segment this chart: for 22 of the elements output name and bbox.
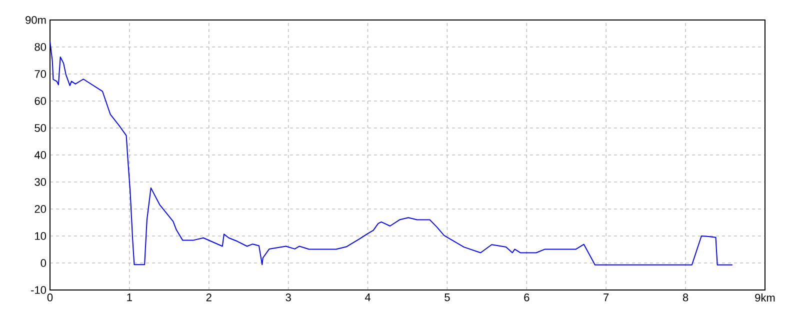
x-tick-label: 1 bbox=[127, 294, 132, 302]
x-tick-label: 7 bbox=[604, 294, 609, 302]
x-tick-label: 5 bbox=[444, 294, 450, 302]
x-tick-label: 8 bbox=[682, 294, 688, 302]
line-series bbox=[50, 41, 733, 266]
y-tick-label: 70 bbox=[34, 70, 46, 78]
y-tick-label: 80 bbox=[34, 43, 46, 51]
y-tick-label: 20 bbox=[34, 205, 46, 213]
x-tick-label: 4 bbox=[364, 294, 371, 302]
x-tick-label: 3 bbox=[286, 294, 291, 302]
x-tick-label: 0 bbox=[47, 294, 53, 302]
y-tick-label: 40 bbox=[34, 151, 46, 159]
y-tick-label: 0 bbox=[40, 259, 46, 267]
y-tick-label: 60 bbox=[34, 97, 46, 105]
y-tick-label: 90m bbox=[26, 16, 46, 24]
y-tick-label: 30 bbox=[34, 178, 46, 186]
x-tick-label: 2 bbox=[206, 294, 212, 302]
x-tick-label: 6 bbox=[524, 294, 530, 302]
y-tick-label: 10 bbox=[35, 232, 46, 240]
y-tick-label: 50 bbox=[34, 124, 46, 132]
x-tick-label: 9km bbox=[755, 294, 775, 302]
y-tick-label: -10 bbox=[31, 286, 46, 294]
